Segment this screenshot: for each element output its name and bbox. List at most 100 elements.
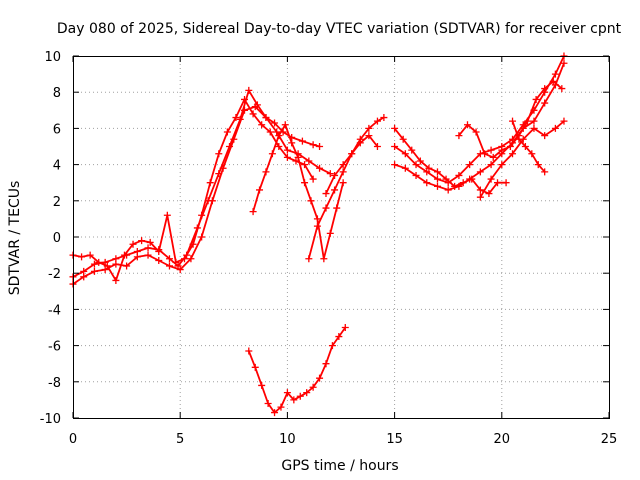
x-tick-label: 20 bbox=[494, 432, 511, 447]
data-point bbox=[373, 143, 381, 150]
y-tick-label: 8 bbox=[53, 86, 61, 101]
y-tick-label: -6 bbox=[48, 340, 61, 355]
data-point bbox=[532, 95, 540, 103]
data-point bbox=[301, 179, 309, 187]
data-point bbox=[266, 128, 274, 136]
x-tick-label: 25 bbox=[601, 432, 618, 447]
data-point bbox=[256, 186, 264, 194]
data-point bbox=[476, 186, 484, 194]
data-point bbox=[283, 153, 291, 161]
data-point bbox=[258, 121, 266, 129]
data-point bbox=[509, 117, 517, 125]
data-point bbox=[101, 266, 109, 274]
data-point bbox=[528, 150, 536, 158]
data-point bbox=[365, 124, 373, 132]
data-point bbox=[313, 222, 321, 230]
y-tick-label: -8 bbox=[48, 376, 61, 391]
data-point bbox=[433, 175, 441, 183]
data-point bbox=[391, 161, 399, 169]
data-point bbox=[316, 164, 324, 172]
data-point bbox=[534, 161, 542, 169]
data-point bbox=[322, 360, 330, 368]
y-tick-label: 6 bbox=[53, 122, 61, 137]
chart-title: Day 080 of 2025, Sidereal Day-to-day VTE… bbox=[57, 21, 622, 37]
data-point bbox=[283, 146, 291, 154]
data-point bbox=[455, 132, 463, 140]
data-point bbox=[275, 143, 283, 150]
y-tick-label: 4 bbox=[53, 159, 61, 174]
data-point bbox=[138, 237, 146, 245]
data-point bbox=[551, 124, 559, 132]
data-point bbox=[322, 204, 330, 212]
data-point bbox=[95, 258, 103, 266]
y-axis-label: SDTVAR / TECUs bbox=[7, 181, 23, 296]
data-point bbox=[251, 363, 259, 371]
series-arc-6 bbox=[322, 132, 381, 198]
series-arc-9 bbox=[391, 59, 568, 194]
y-tick-label: -4 bbox=[48, 303, 61, 318]
data-point bbox=[487, 175, 495, 183]
data-point bbox=[373, 117, 381, 125]
data-point bbox=[549, 77, 557, 85]
data-point bbox=[328, 342, 336, 350]
data-point bbox=[290, 396, 298, 404]
data-point bbox=[305, 157, 313, 165]
data-point bbox=[298, 137, 306, 145]
data-point bbox=[307, 197, 315, 205]
data-point bbox=[348, 150, 356, 158]
data-point bbox=[294, 153, 302, 161]
data-point bbox=[165, 262, 173, 270]
series-arc-11 bbox=[455, 77, 566, 161]
tick-layer: 0 5 10 15 20 25 -10 -8 -6 -4 -2 0 2 4 6 8 10 bbox=[40, 50, 618, 447]
data-point bbox=[172, 258, 180, 266]
data-point bbox=[524, 117, 532, 125]
y-tick-label: 0 bbox=[53, 231, 61, 246]
series-arc-4 bbox=[249, 121, 347, 263]
data-point bbox=[258, 381, 266, 389]
data-point bbox=[208, 197, 216, 205]
data-point bbox=[412, 171, 420, 179]
data-point bbox=[120, 251, 128, 259]
series-arc-13 bbox=[509, 117, 549, 176]
y-tick-label: 2 bbox=[53, 195, 61, 210]
data-point bbox=[485, 190, 493, 198]
data-point bbox=[444, 186, 452, 194]
data-point bbox=[558, 85, 566, 93]
data-point bbox=[245, 86, 253, 94]
data-point bbox=[80, 273, 88, 281]
data-point bbox=[271, 409, 279, 417]
data-point bbox=[230, 135, 238, 143]
data-point bbox=[305, 255, 313, 263]
data-point bbox=[78, 253, 86, 261]
data-point bbox=[530, 124, 538, 132]
data-point bbox=[502, 179, 510, 187]
data-point bbox=[468, 175, 476, 183]
data-point bbox=[241, 95, 249, 103]
data-point bbox=[560, 59, 568, 67]
data-point bbox=[365, 132, 373, 140]
series-line bbox=[393, 62, 565, 191]
data-point bbox=[442, 175, 450, 183]
data-point bbox=[316, 374, 324, 382]
data-point bbox=[498, 161, 506, 169]
data-point bbox=[303, 389, 311, 397]
data-point bbox=[320, 255, 328, 263]
data-point bbox=[277, 403, 285, 411]
data-point bbox=[309, 141, 317, 149]
data-point bbox=[433, 182, 441, 190]
data-point bbox=[339, 168, 347, 176]
y-tick-label: 10 bbox=[44, 50, 61, 65]
data-point bbox=[283, 389, 291, 397]
data-point bbox=[408, 146, 416, 154]
data-point bbox=[90, 260, 98, 268]
data-point bbox=[313, 215, 321, 223]
data-point bbox=[155, 257, 163, 265]
data-point bbox=[206, 179, 214, 187]
data-point bbox=[472, 128, 480, 136]
data-point bbox=[176, 266, 184, 274]
x-tick-label: 5 bbox=[176, 432, 184, 447]
series-arc-7 bbox=[245, 324, 349, 417]
data-point bbox=[391, 124, 399, 132]
data-point bbox=[133, 253, 141, 261]
data-point bbox=[223, 128, 231, 136]
